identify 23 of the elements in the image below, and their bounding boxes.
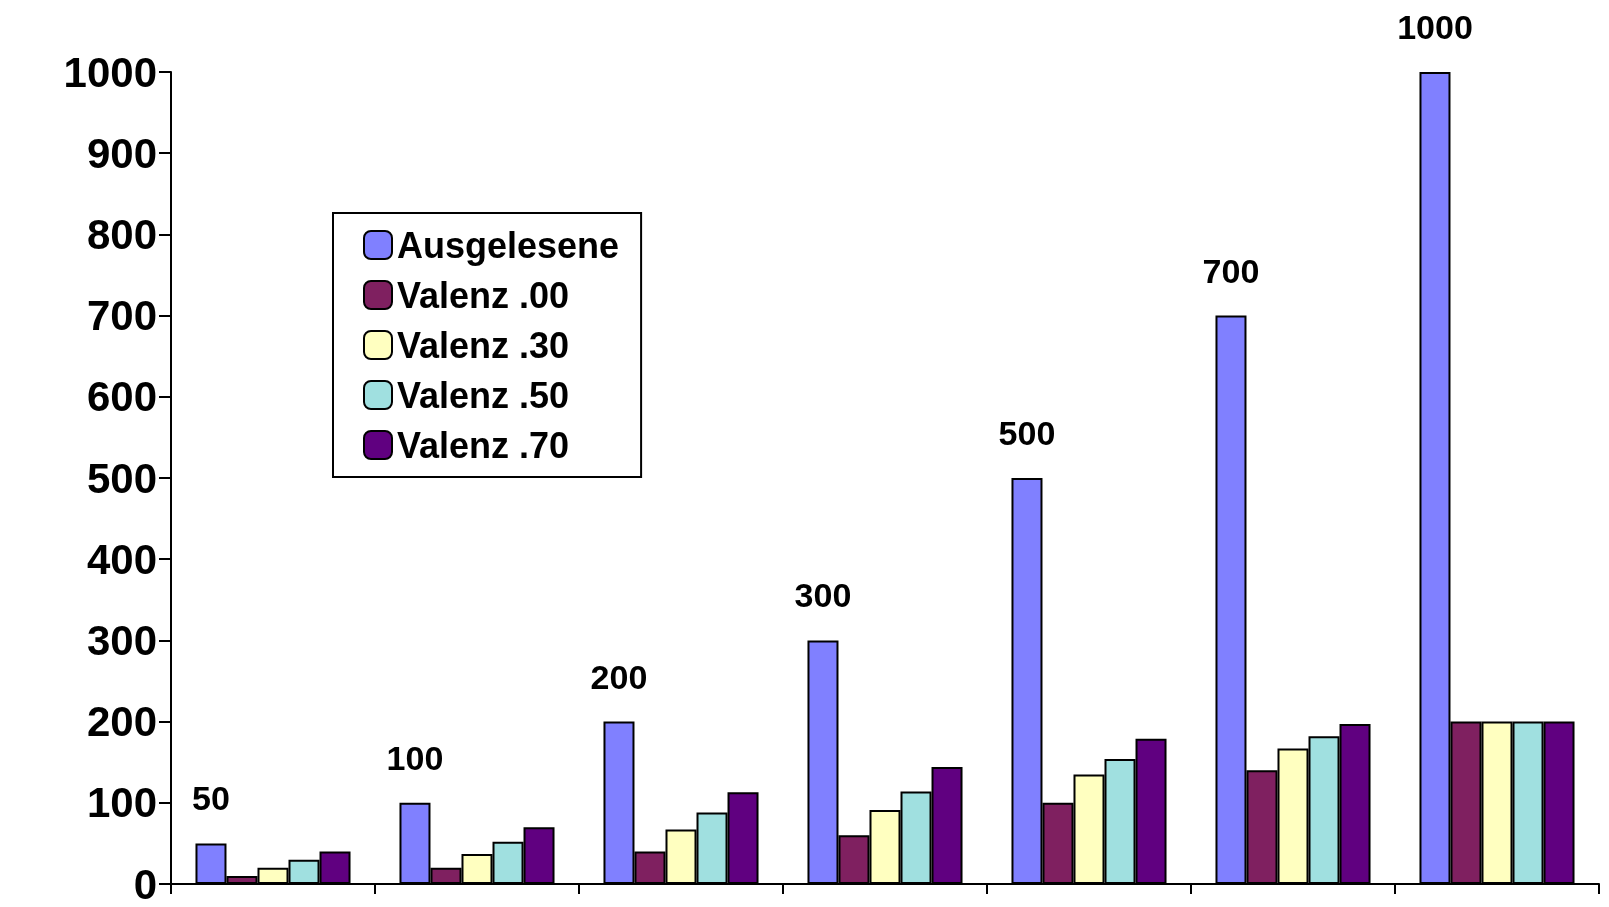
y-tick-label: 100: [86, 779, 157, 827]
y-tick-label: 900: [86, 129, 157, 177]
data-label: 700: [1202, 251, 1260, 290]
y-tick-label: 500: [86, 454, 157, 502]
legend-label: Valenz .70: [397, 424, 570, 466]
data-label: 1000: [1397, 8, 1473, 46]
data-label: 100: [386, 738, 444, 777]
data-label: 500: [998, 414, 1056, 452]
legend-label: Ausgelesene: [397, 224, 620, 266]
y-tick-label: 300: [86, 616, 157, 664]
y-tick-label: 600: [86, 373, 157, 421]
legend-label: Valenz .00: [397, 274, 570, 316]
y-tick-label: 400: [86, 535, 157, 583]
legend-label: Valenz .30: [397, 324, 570, 366]
y-tick-label: 1000: [63, 48, 157, 96]
y-tick-label: 200: [86, 698, 157, 746]
y-tick-label: 800: [86, 210, 157, 258]
data-label: 200: [590, 657, 648, 696]
y-tick-label: 0: [133, 860, 157, 907]
legend-label: Valenz .50: [397, 374, 570, 416]
y-tick-label: 700: [86, 292, 157, 340]
data-label: 300: [794, 576, 852, 615]
data-label: 50: [192, 779, 230, 818]
